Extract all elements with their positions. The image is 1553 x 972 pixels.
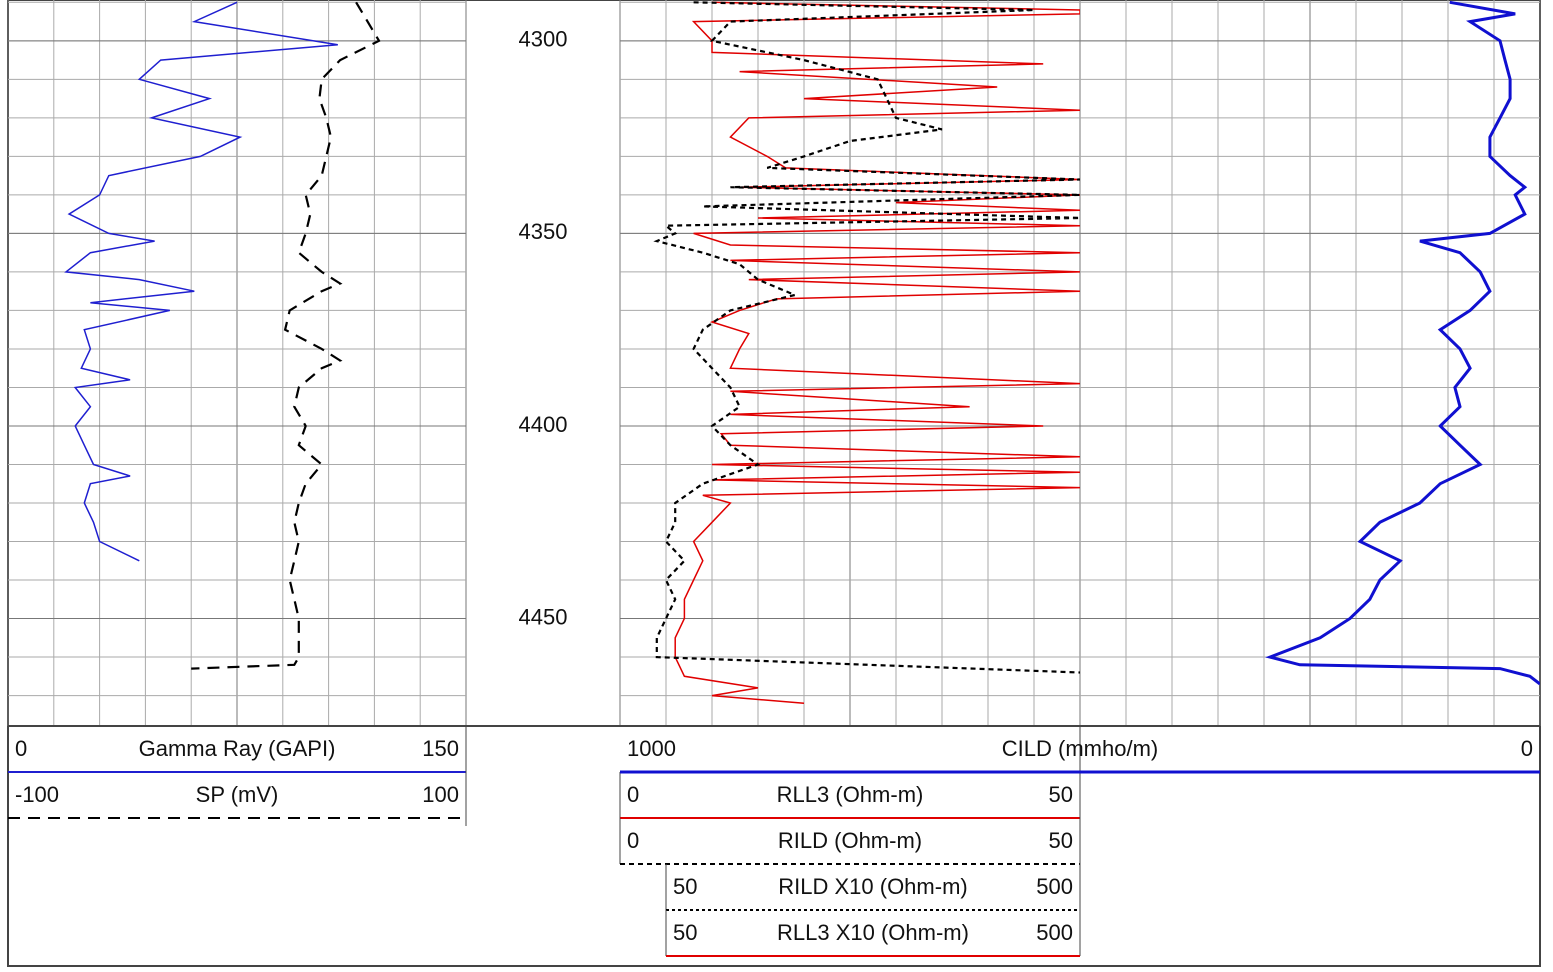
depth-label: 4450 xyxy=(519,604,568,629)
curve-name: SP (mV) xyxy=(196,782,279,807)
depth-label: 4300 xyxy=(519,27,568,52)
curve-name: RLL3 X10 (Ohm-m) xyxy=(777,920,969,945)
depth-label: 4350 xyxy=(519,219,568,244)
scale-max: 500 xyxy=(1036,874,1073,899)
log-curve xyxy=(191,1,381,670)
curve-name: RLL3 (Ohm-m) xyxy=(777,782,924,807)
scale-max: 500 xyxy=(1036,920,1073,945)
log-curve xyxy=(653,1,1080,674)
scale-min: 50 xyxy=(673,920,697,945)
scale-max: 50 xyxy=(1049,828,1073,853)
log-curve xyxy=(1265,0,1540,686)
depth-label: 4400 xyxy=(519,412,568,437)
scale-max: 100 xyxy=(422,782,459,807)
curve-name: RILD X10 (Ohm-m) xyxy=(778,874,967,899)
scale-max: 0 xyxy=(1521,736,1533,761)
log-curve xyxy=(674,1,1080,705)
scale-min: 0 xyxy=(627,782,639,807)
scale-min: 50 xyxy=(673,874,697,899)
scale-max: 50 xyxy=(1049,782,1073,807)
scale-max: 150 xyxy=(422,736,459,761)
curve-name: Gamma Ray (GAPI) xyxy=(139,736,336,761)
curve-name: CILD (mmho/m) xyxy=(1002,736,1158,761)
scale-min: -100 xyxy=(15,782,59,807)
scale-min: 1000 xyxy=(627,736,676,761)
scale-min: 0 xyxy=(627,828,639,853)
curve-name: RILD (Ohm-m) xyxy=(778,828,922,853)
scale-min: 0 xyxy=(15,736,27,761)
log-curve xyxy=(64,1,338,562)
